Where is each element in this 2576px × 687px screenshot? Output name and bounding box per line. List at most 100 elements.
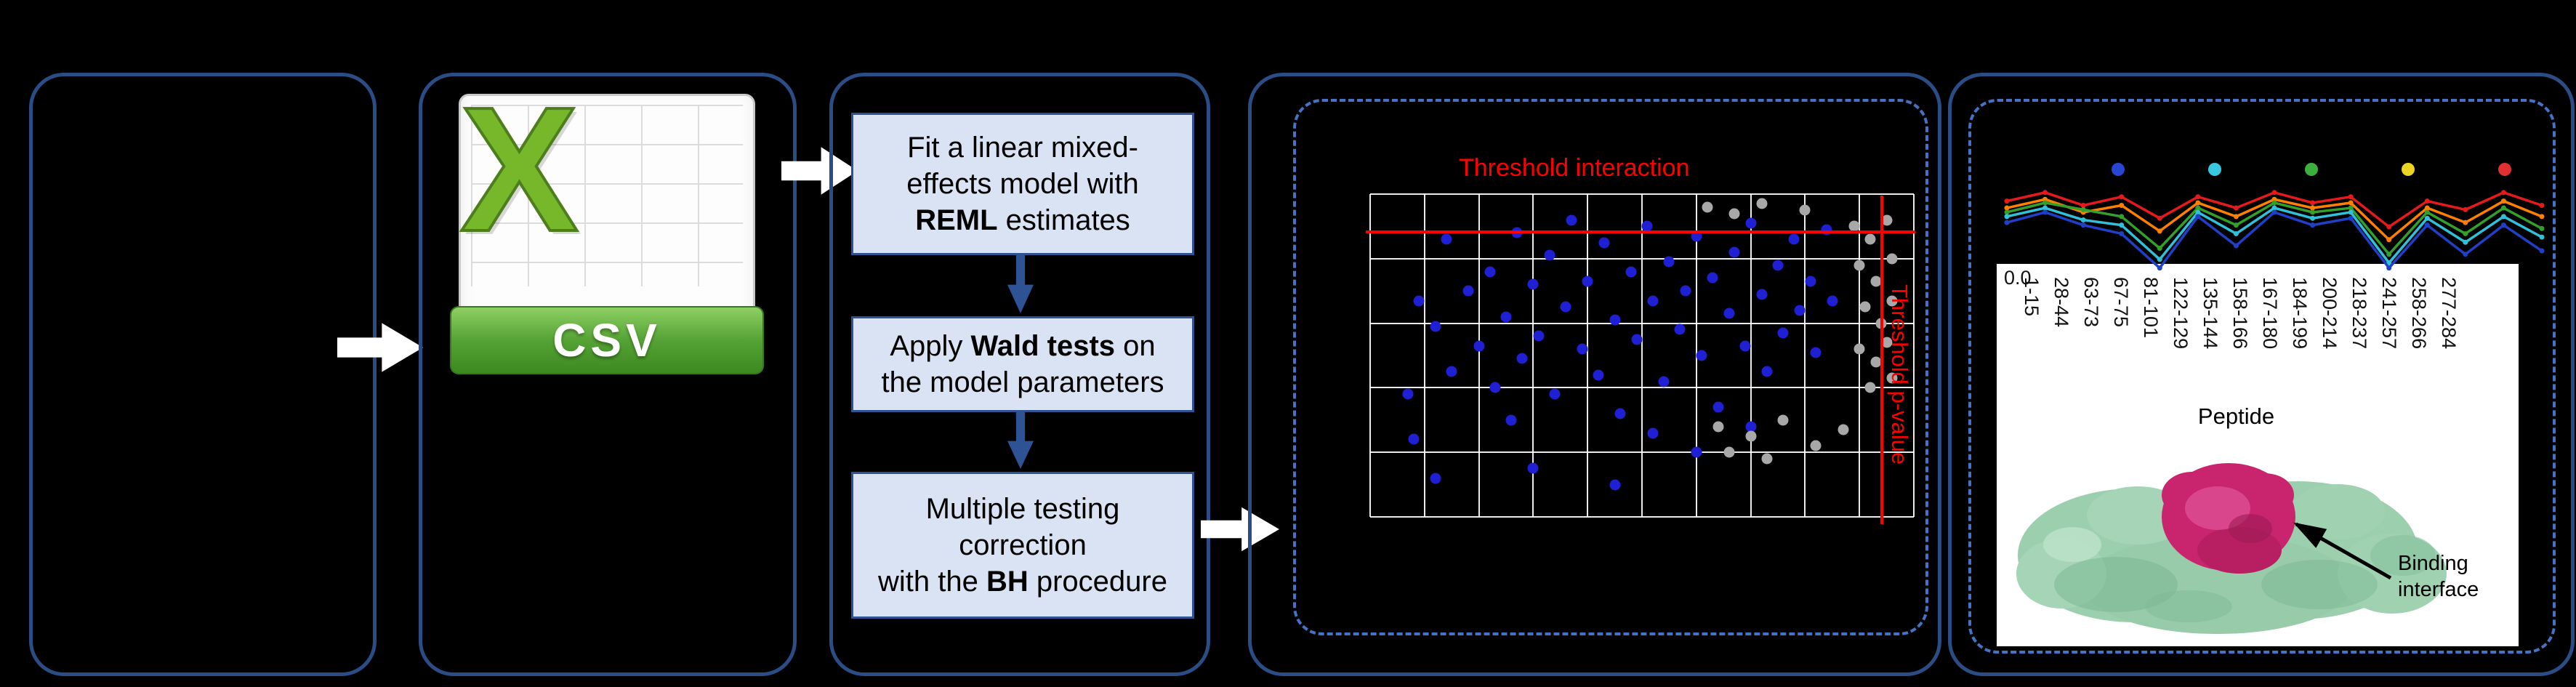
peptide-tick-labels: 1-15 28-44 63-73 67-75 81-101 122-129 135-144 1… [2013, 277, 2460, 401]
scatter-point [1810, 440, 1822, 451]
grid-line [1641, 194, 1643, 517]
csv-banner-label: CSV [450, 306, 764, 374]
profile-marker [2424, 222, 2430, 228]
scatter-point [1641, 220, 1653, 232]
scatter-point [1761, 453, 1773, 465]
profile-marker [2042, 205, 2048, 211]
scatter-point [1533, 330, 1545, 342]
profile-marker [2157, 228, 2162, 234]
grid-line [1859, 194, 1861, 517]
scatter-point [1441, 233, 1452, 245]
profile-marker [2310, 215, 2316, 221]
profile-marker [2424, 198, 2430, 204]
grid-line [1750, 194, 1752, 517]
peptide-tick: 122-129 [2170, 277, 2191, 350]
scatter-point [1647, 295, 1659, 307]
scatter-point [1560, 301, 1571, 313]
peptide-axis-panel: 0.0 1-15 28-44 63-73 67-75 81-101 122-129 135-… [1997, 264, 2519, 646]
legend-dot-icon [2208, 163, 2221, 176]
process-step-reml: Fit a linear mixed-effects model with REM… [851, 113, 1194, 255]
scatter-point [1413, 295, 1425, 307]
legend-dot-icon [2112, 163, 2125, 176]
profile-marker [2157, 257, 2162, 262]
scatter-point [1870, 356, 1882, 368]
scatter-point [1631, 334, 1643, 345]
scatter-point [1462, 285, 1474, 297]
scatter-point [1609, 479, 1621, 491]
peptide-tick: 184-199 [2289, 277, 2311, 350]
scatter-point [1691, 446, 1702, 458]
peptide-tick: 63-73 [2080, 277, 2102, 328]
profile-marker [2080, 206, 2086, 212]
profile-marker [2004, 198, 2010, 204]
profile-marker [2348, 194, 2354, 200]
stage-box-results: Threshold interaction Threshold p-value [1248, 73, 1941, 676]
threshold-interaction-line [1366, 230, 1915, 233]
y-axis-tick-label: 0.0 [2004, 267, 2032, 289]
scatter-point [1864, 233, 1876, 245]
scatter-point [1853, 343, 1865, 355]
profile-marker [2386, 260, 2392, 266]
profile-marker [2310, 209, 2316, 215]
scatter-point [1577, 343, 1588, 355]
profile-marker [2271, 190, 2277, 196]
profile-marker [2004, 209, 2010, 215]
protein-structure-image [2016, 463, 2447, 634]
scatter-point [1696, 350, 1707, 361]
profile-marker [2195, 200, 2201, 206]
profile-marker [2386, 252, 2392, 257]
threshold-pvalue-label: Threshold p-value [1887, 284, 1912, 465]
profile-marker [2463, 239, 2468, 245]
profile-marker [2539, 248, 2545, 254]
profile-marker [2348, 215, 2354, 221]
binding-interface-arrow-icon [2293, 522, 2392, 580]
stage-box-csv: X CSV [419, 73, 797, 676]
scatter-point [1777, 414, 1789, 426]
scatter-point [1430, 473, 1441, 484]
profile-marker [2195, 194, 2201, 200]
scatter-point [1838, 424, 1849, 435]
peptide-tick: 28-44 [2050, 277, 2072, 328]
peptide-axis-title: Peptide [2197, 403, 2275, 429]
scatter-point [1674, 324, 1686, 335]
profile-marker [2080, 203, 2086, 208]
csv-file-icon: X CSV [450, 79, 764, 379]
scatter-point [1886, 253, 1898, 265]
threshold-interaction-label: Threshold interaction [1459, 154, 1690, 182]
profile-marker [2119, 222, 2125, 228]
profile-line [2006, 206, 2543, 265]
scatter-point [1707, 272, 1718, 284]
peptide-tick: 258-266 [2408, 277, 2430, 350]
scatter-point [1728, 208, 1740, 220]
peptide-tick: 81-101 [2140, 277, 2162, 339]
profile-marker [2310, 205, 2316, 211]
scatter-point [1598, 237, 1610, 249]
scatter-point [1484, 266, 1496, 278]
profile-marker [2386, 224, 2392, 230]
spreadsheet-grid [471, 105, 743, 286]
state-legend-dots [2112, 162, 2511, 177]
stage-box-structure: 0.0 1-15 28-44 63-73 67-75 81-101 122-129 135-… [1948, 73, 2575, 676]
scatter-point [1614, 408, 1626, 419]
scatter-point [1658, 376, 1670, 387]
profile-marker [2233, 230, 2239, 236]
profile-marker [2233, 214, 2239, 220]
legend-dot-icon [2305, 163, 2318, 176]
scatter-point [1881, 214, 1893, 226]
profile-marker [2348, 200, 2354, 206]
grid-line [1370, 387, 1914, 389]
scatter-point [1848, 220, 1860, 232]
profile-marker [2310, 222, 2316, 228]
scatter-point [1772, 260, 1784, 271]
peptide-tick: 135-144 [2199, 277, 2221, 350]
volcano-plot [1369, 193, 1915, 518]
profile-marker [2424, 215, 2430, 221]
profile-marker [2271, 200, 2277, 206]
peptide-tick: 158-166 [2229, 277, 2251, 350]
peptide-tick: 200-214 [2319, 277, 2340, 350]
scatter-point [1886, 372, 1898, 384]
scatter-point [1527, 278, 1539, 290]
scatter-point [1827, 295, 1838, 307]
scatter-point [1870, 276, 1882, 287]
scatter-point [1582, 276, 1593, 287]
